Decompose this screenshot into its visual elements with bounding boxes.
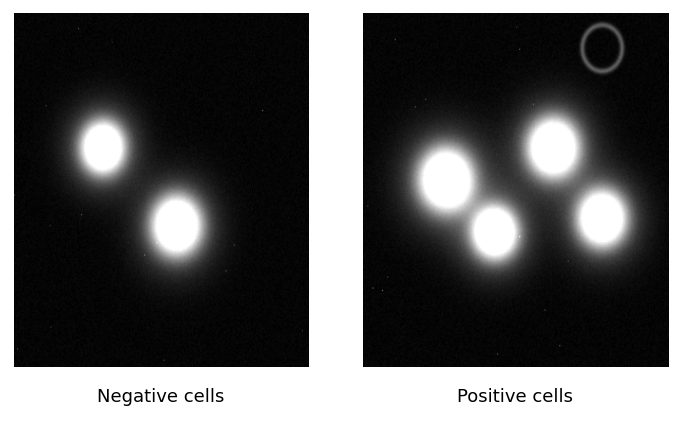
Text: Positive cells: Positive cells xyxy=(457,388,574,406)
Text: Negative cells: Negative cells xyxy=(98,388,224,406)
